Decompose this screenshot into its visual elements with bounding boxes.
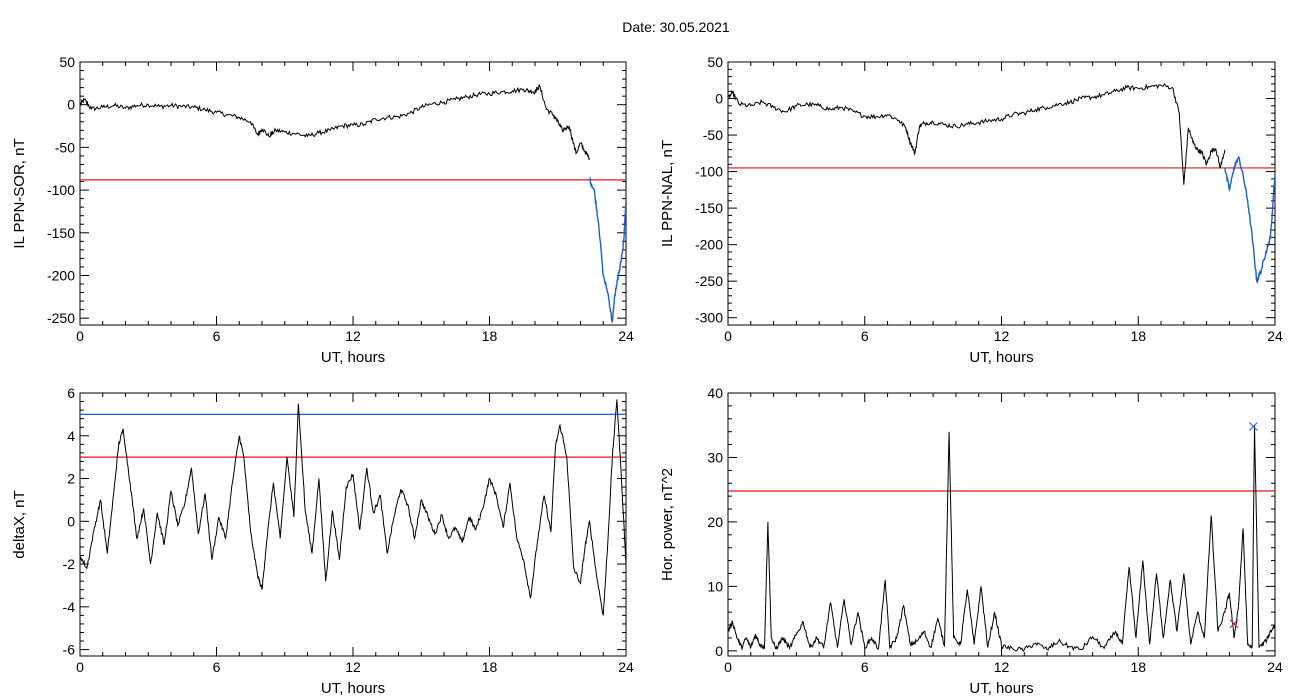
x-tick-label: 6 xyxy=(213,328,221,344)
y-tick-label: 0 xyxy=(67,513,75,529)
x-axis-label: UT, hours xyxy=(321,349,385,366)
chart-panel-2: 0 6 12 18 24 50 0 -50 -100 -150 -200 -250 -300 UT, ho… xyxy=(659,54,1283,366)
x-tick-label: 12 xyxy=(345,328,361,344)
x-tick-label: 18 xyxy=(482,328,498,344)
chart-panel-4: 0 6 12 18 24 40 30 20 10 0 UT, hours Hor. power, nT… xyxy=(659,385,1283,697)
y-tick-label: -100 xyxy=(695,164,723,180)
series-line-black xyxy=(80,399,626,616)
plot-frame xyxy=(79,392,627,657)
x-tick-label: 24 xyxy=(618,659,634,675)
y-axis-label: IL PPN-NAL, nT xyxy=(659,140,676,247)
x-tick-label: 0 xyxy=(76,659,84,675)
x-tick-label: 18 xyxy=(1130,659,1146,675)
series-line-black xyxy=(728,425,1275,653)
y-tick-label: -50 xyxy=(55,139,75,155)
x-tick-label: 18 xyxy=(482,659,498,675)
y-tick-label: 0 xyxy=(715,91,723,107)
chart-panel-1: 0 6 12 18 24 50 0 -50 -100 -150 -200 -250 UT, hours I… xyxy=(11,54,634,366)
y-axis-label: deltaX, nT xyxy=(11,490,28,558)
marker-x-red xyxy=(1229,619,1239,629)
x-axis-label: UT, hours xyxy=(321,680,385,697)
y-tick-label: -2 xyxy=(63,556,76,572)
y-tick-label: 0 xyxy=(715,643,723,659)
y-tick-label: 50 xyxy=(59,54,75,70)
x-tick-label: 12 xyxy=(994,328,1010,344)
series-line-black xyxy=(728,83,1226,185)
y-tick-label: -4 xyxy=(63,599,76,615)
y-tick-label: 4 xyxy=(67,428,75,444)
y-tick-label: -6 xyxy=(63,642,76,658)
y-axis-label: IL PPN-SOR, nT xyxy=(11,138,28,248)
y-tick-label: -300 xyxy=(695,310,723,326)
y-tick-label: 20 xyxy=(707,514,723,530)
y-tick-label: 0 xyxy=(67,97,75,113)
x-tick-label: 6 xyxy=(861,659,869,675)
y-tick-label: -150 xyxy=(695,200,723,216)
y-tick-label: 30 xyxy=(707,449,723,465)
y-tick-label: 10 xyxy=(707,578,723,594)
y-tick-label: -250 xyxy=(695,273,723,289)
y-tick-label: 6 xyxy=(67,385,75,401)
x-tick-label: 6 xyxy=(861,328,869,344)
y-tick-label: -200 xyxy=(695,237,723,253)
y-tick-label: -50 xyxy=(703,127,723,143)
y-tick-label: -150 xyxy=(47,225,75,241)
x-tick-label: 18 xyxy=(1130,328,1146,344)
x-tick-label: 0 xyxy=(724,659,732,675)
x-tick-label: 24 xyxy=(618,328,634,344)
y-axis-label: Hor. power, nT^2 xyxy=(659,468,676,581)
series-line-blue xyxy=(588,176,626,323)
page-title: Date: 30.05.2021 xyxy=(622,19,730,35)
series-line-black xyxy=(80,84,591,161)
y-tick-label: 2 xyxy=(67,471,75,487)
x-tick-label: 0 xyxy=(724,328,732,344)
x-tick-label: 12 xyxy=(345,659,361,675)
x-tick-label: 12 xyxy=(994,659,1010,675)
x-tick-label: 0 xyxy=(76,328,84,344)
chart-panel-3: 0 6 12 18 24 6 4 2 0 -2 -4 -6 UT, hours deltaX, nT xyxy=(11,385,634,697)
y-tick-label: 50 xyxy=(707,54,723,70)
y-tick-label: -200 xyxy=(47,267,75,283)
marker-x-blue xyxy=(1248,422,1258,431)
y-tick-label: 40 xyxy=(707,385,723,401)
x-tick-label: 24 xyxy=(1267,659,1283,675)
x-axis-label: UT, hours xyxy=(969,349,1033,366)
plot-frame xyxy=(727,392,1276,657)
y-tick-label: -100 xyxy=(47,182,75,198)
y-tick-label: -250 xyxy=(47,310,75,326)
x-tick-label: 6 xyxy=(213,659,221,675)
series-line-blue xyxy=(1224,155,1275,285)
x-axis-label: UT, hours xyxy=(969,680,1033,697)
x-tick-label: 24 xyxy=(1267,328,1283,344)
